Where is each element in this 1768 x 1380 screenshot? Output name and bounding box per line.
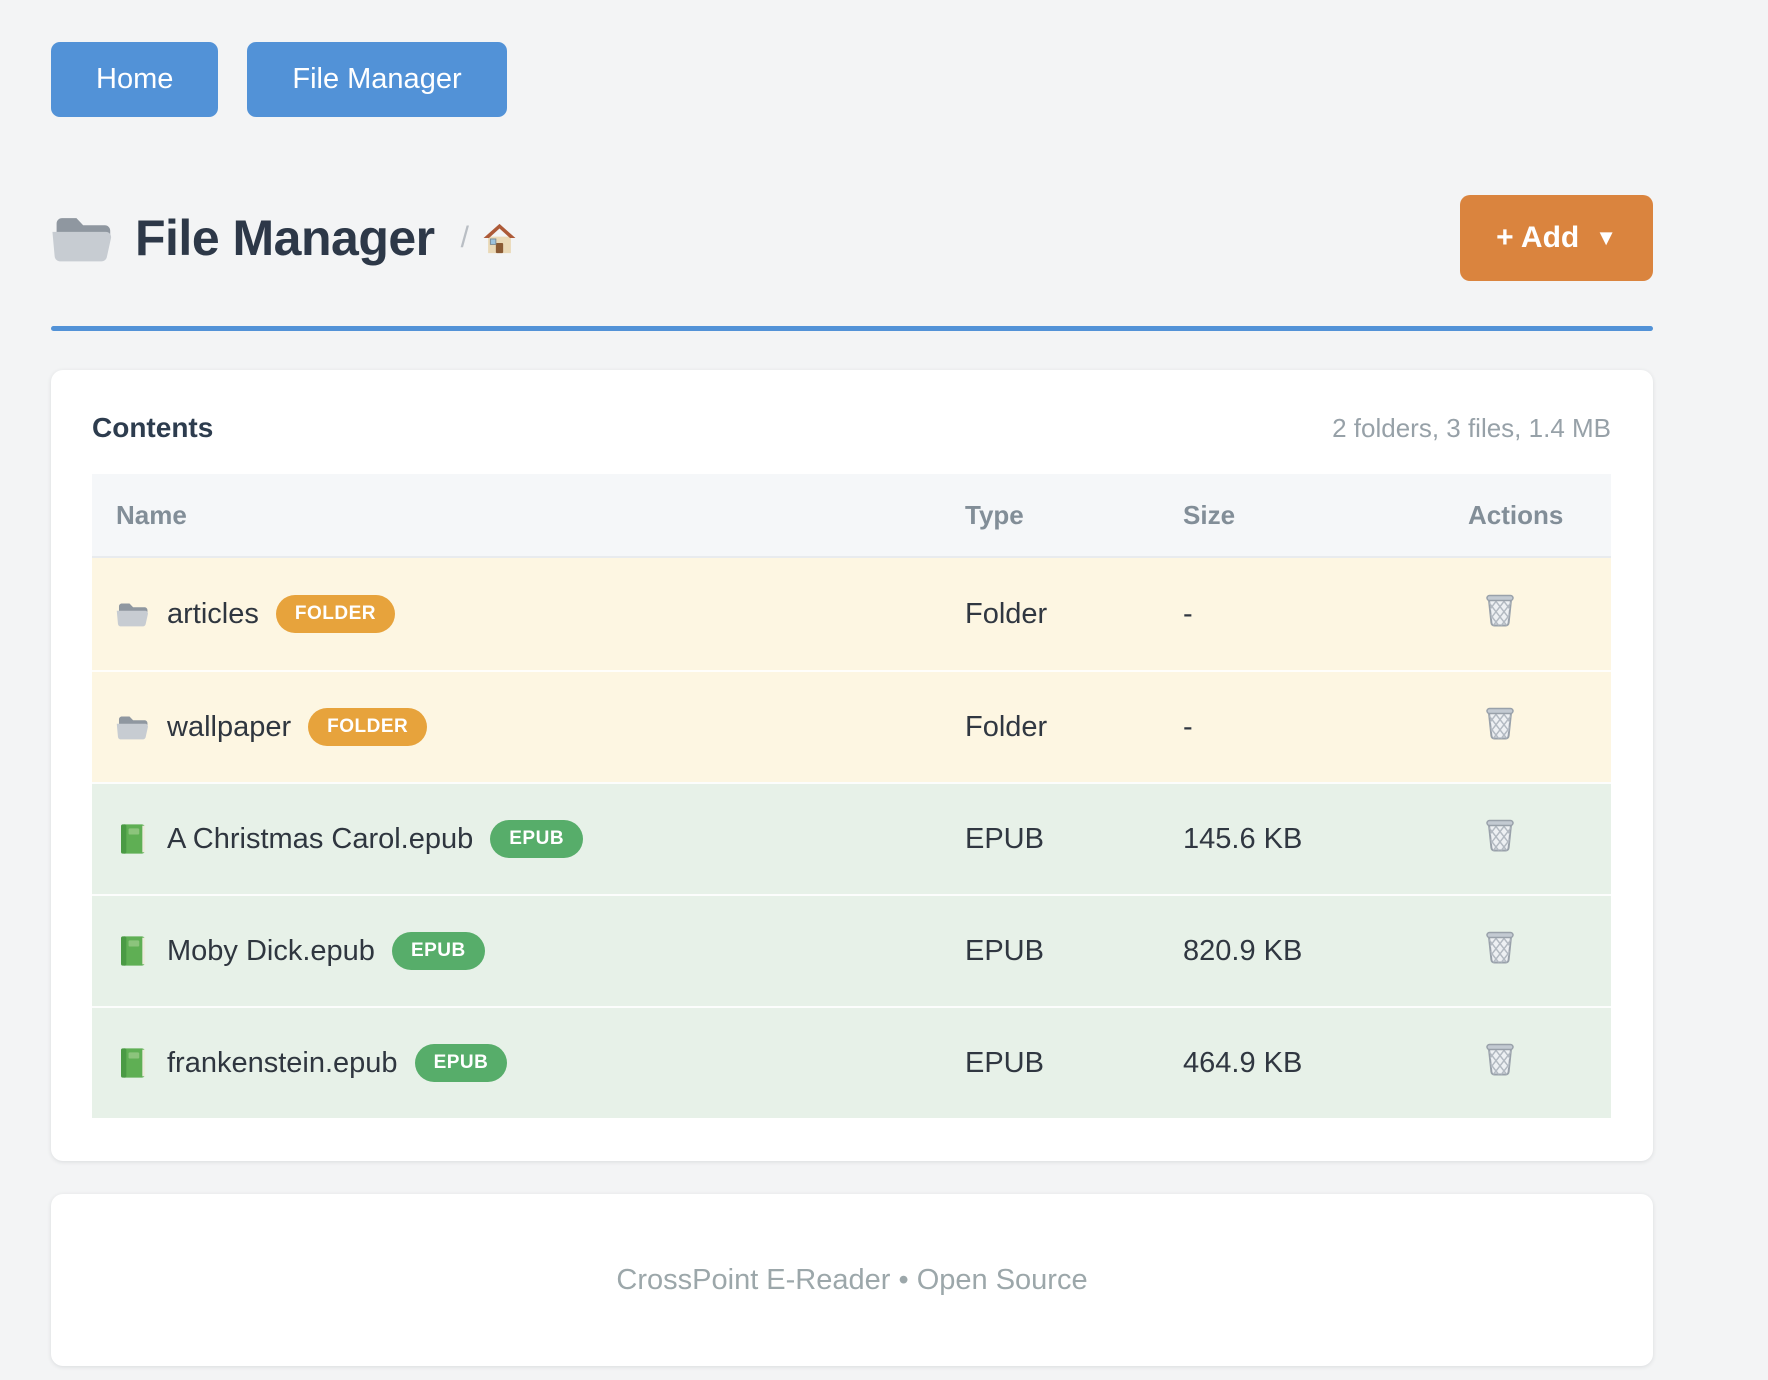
- trash-icon[interactable]: [1483, 591, 1517, 629]
- type-cell: EPUB: [965, 1046, 1044, 1079]
- contents-summary: 2 folders, 3 files, 1.4 MB: [1332, 413, 1611, 443]
- file-name: articles: [167, 597, 259, 630]
- size-cell: 145.6 KB: [1183, 822, 1303, 855]
- book-icon: [116, 823, 150, 855]
- caret-down-icon: ▼: [1595, 225, 1617, 250]
- name-cell[interactable]: Moby Dick.epub EPUB: [92, 932, 965, 970]
- page-header: File Manager / + Add ▼: [51, 195, 1653, 281]
- file-table: Name Type Size Actions articles FOLDER F…: [92, 474, 1611, 1118]
- home-icon[interactable]: [483, 223, 516, 254]
- type-badge: EPUB: [391, 932, 485, 970]
- page: Home File Manager File Manager /: [51, 42, 1653, 1366]
- name-cell[interactable]: wallpaper FOLDER: [92, 708, 965, 746]
- card-header: Contents 2 folders, 3 files, 1.4 MB: [92, 412, 1611, 444]
- column-header-actions: Actions: [1468, 499, 1564, 530]
- size-cell: -: [1183, 597, 1193, 630]
- name-cell[interactable]: A Christmas Carol.epub EPUB: [92, 820, 965, 858]
- size-cell: -: [1183, 710, 1193, 743]
- title-wrap: File Manager /: [51, 209, 516, 267]
- name-cell[interactable]: articles FOLDER: [92, 595, 965, 633]
- file-name: A Christmas Carol.epub: [167, 822, 474, 855]
- folder-icon: [116, 598, 150, 630]
- table-row: articles FOLDER Folder -: [92, 558, 1611, 670]
- title-underline: [51, 326, 1653, 331]
- table-body: articles FOLDER Folder - wallpaper FOL: [92, 558, 1611, 1118]
- column-header-type: Type: [965, 499, 1024, 530]
- book-icon: [116, 1047, 150, 1079]
- trash-icon[interactable]: [1483, 928, 1517, 966]
- table-row: frankenstein.epub EPUB EPUB 464.9 KB: [92, 1006, 1611, 1118]
- book-icon: [116, 935, 150, 967]
- nav-home-button[interactable]: Home: [51, 42, 219, 117]
- contents-heading: Contents: [92, 412, 214, 443]
- top-nav: Home File Manager: [51, 42, 1653, 117]
- table-row: wallpaper FOLDER Folder -: [92, 670, 1611, 782]
- type-badge: FOLDER: [275, 595, 395, 633]
- type-cell: Folder: [965, 597, 1048, 630]
- nav-file-manager-button[interactable]: File Manager: [247, 42, 507, 117]
- file-name: Moby Dick.epub: [167, 934, 375, 967]
- folder-icon: [116, 711, 150, 743]
- type-cell: EPUB: [965, 934, 1044, 967]
- type-cell: Folder: [965, 710, 1048, 743]
- actions-cell: [1468, 816, 1611, 862]
- trash-icon[interactable]: [1483, 704, 1517, 742]
- actions-cell: [1468, 1040, 1611, 1086]
- footer: CrossPoint E-Reader • Open Source: [51, 1194, 1653, 1366]
- size-cell: 820.9 KB: [1183, 934, 1303, 967]
- add-button[interactable]: + Add ▼: [1460, 195, 1653, 281]
- table-row: A Christmas Carol.epub EPUB EPUB 145.6 K…: [92, 782, 1611, 894]
- trash-icon[interactable]: [1483, 1040, 1517, 1078]
- actions-cell: [1468, 928, 1611, 974]
- column-header-size: Size: [1183, 499, 1236, 530]
- type-badge: EPUB: [414, 1044, 508, 1082]
- table-header-row: Name Type Size Actions: [92, 474, 1611, 558]
- type-badge: EPUB: [490, 820, 584, 858]
- actions-cell: [1468, 591, 1611, 637]
- page-title: File Manager: [135, 210, 435, 266]
- breadcrumb-separator: /: [460, 221, 469, 254]
- footer-text: CrossPoint E-Reader • Open Source: [616, 1263, 1088, 1296]
- file-name: frankenstein.epub: [167, 1046, 398, 1079]
- contents-card: Contents 2 folders, 3 files, 1.4 MB Name…: [51, 370, 1653, 1161]
- type-badge: FOLDER: [308, 708, 428, 746]
- table-row: Moby Dick.epub EPUB EPUB 820.9 KB: [92, 894, 1611, 1006]
- size-cell: 464.9 KB: [1183, 1046, 1303, 1079]
- actions-cell: [1468, 704, 1611, 750]
- column-header-name: Name: [116, 499, 187, 530]
- name-cell[interactable]: frankenstein.epub EPUB: [92, 1044, 965, 1082]
- add-button-label: + Add: [1496, 221, 1580, 254]
- file-name: wallpaper: [167, 710, 292, 743]
- folder-icon: [51, 209, 115, 267]
- trash-icon[interactable]: [1483, 816, 1517, 854]
- type-cell: EPUB: [965, 822, 1044, 855]
